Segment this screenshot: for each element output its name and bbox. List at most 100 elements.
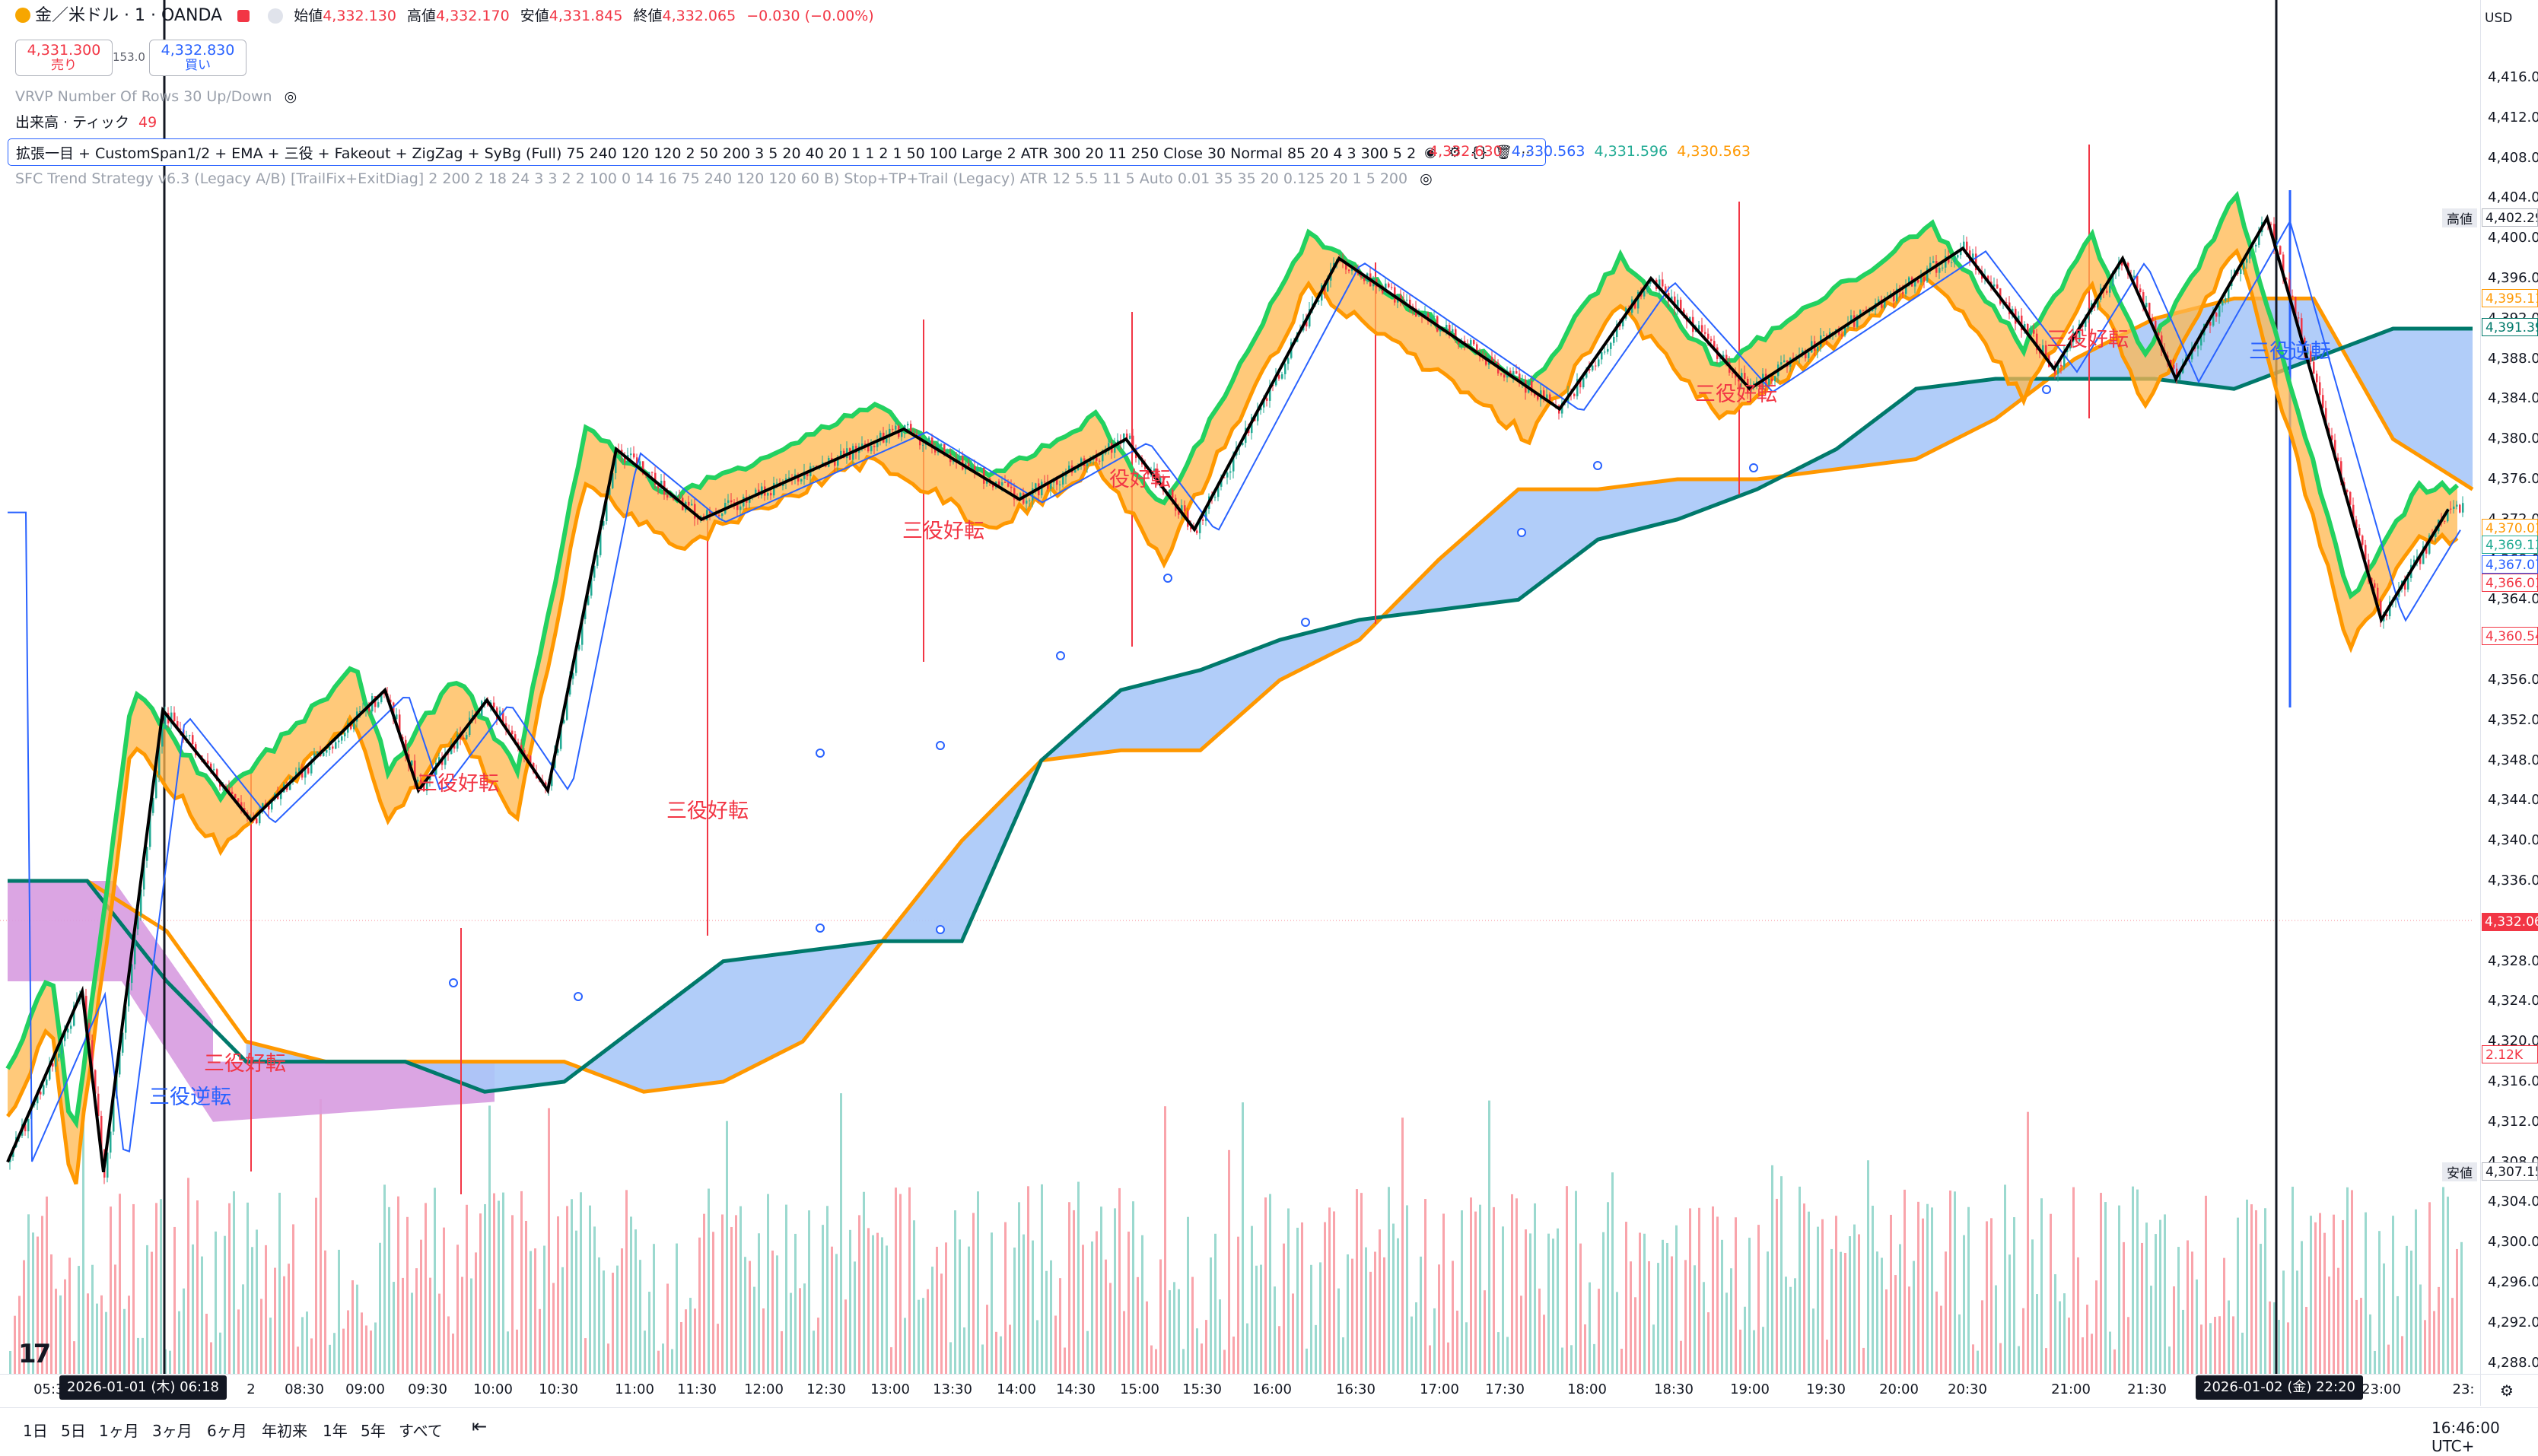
volume-bar [835,1254,838,1374]
volume-bar [233,1191,235,1374]
indicator-controls: ◉ ⚙ {} 🗑 ⋯ [1420,144,1538,161]
range-6m[interactable]: 6ヶ月 [207,1422,247,1440]
range-1m[interactable]: 1ヶ月 [99,1422,139,1440]
chart-area[interactable] [0,0,2480,1374]
volume-bar [27,1214,30,1374]
volume-bar [2401,1336,2403,1374]
marker-circle [2042,385,2051,394]
indicator-legend[interactable]: 拡張一目 + CustomSpan1/2 + EMA + 三役 + Fakeou… [8,138,1547,166]
time-tick-label: 09:30 [408,1381,447,1397]
volume-bar [1904,1189,1906,1374]
volume-bar [23,1260,25,1374]
candle-body [1662,279,1664,287]
candle-body [1598,359,1600,367]
goto-date-icon[interactable]: ⇤ [472,1416,488,1437]
settings-icon[interactable]: ⚙ [1449,145,1461,161]
volume-bar [87,1293,89,1374]
tradingview-logo[interactable]: 17 [18,1339,51,1369]
volume-bar [1237,1236,1239,1374]
volume-bar [744,1257,746,1374]
price-chart[interactable] [0,0,2480,1374]
candle-body [910,424,912,433]
volume-bar [1666,1242,1668,1374]
volume-bar [1406,1205,1408,1374]
volume-bar [1137,1276,1139,1374]
candle-body [633,453,635,458]
range-5y[interactable]: 5年 [361,1422,386,1440]
buy-button[interactable]: 4,332.830 買い [149,40,246,76]
axis-settings-icon[interactable]: ⚙ [2500,1381,2514,1400]
volume-bar [1173,1282,1175,1374]
marker-circle [1301,618,1310,627]
volume-bar [1105,1259,1107,1374]
code-icon[interactable]: {} [1470,145,1488,161]
volume-legend[interactable]: 出来高 · ティック 49 [15,113,157,132]
candle-body [581,618,584,645]
volume-bar [739,1206,742,1374]
volume-bar [561,1267,564,1374]
candle-body [1047,482,1049,489]
candle-body [113,1098,115,1132]
eye-icon[interactable]: ◉ [1424,145,1437,161]
volume-bar [283,1276,285,1374]
clock-label[interactable]: 16:46:00 UTC+ [2431,1419,2500,1455]
candle-body [1269,385,1271,401]
candle-body [1741,373,1743,382]
volume-bar [1570,1345,1573,1374]
symbol-title[interactable]: 金／米ドル · 1 · OANDA [35,6,223,25]
more-icon[interactable]: ⋯ [1521,145,1535,161]
volume-bar [1082,1245,1084,1374]
candle-body [800,478,803,482]
candle-body [1689,316,1691,322]
volume-bar [1977,1350,1979,1374]
volume-bar [466,1204,468,1374]
range-3m[interactable]: 3ヶ月 [152,1422,192,1440]
strategy-legend[interactable]: SFC Trend Strategy v6.3 (Legacy A/B) [Tr… [15,169,1433,189]
volume-bar [196,1200,199,1374]
trash-icon[interactable]: 🗑 [1494,145,1512,161]
candle-body [438,757,440,763]
candle-body [344,733,346,737]
range-all[interactable]: すべて [399,1422,443,1440]
volume-bar [840,1093,842,1374]
time-tick-label: 11:30 [677,1381,717,1397]
candle-body [901,431,903,437]
volume-bar [1830,1248,1833,1374]
volume-bar [1401,1117,1404,1374]
range-ytd[interactable]: 年初来 [262,1422,307,1440]
volume-bar [1292,1293,1294,1374]
marker-circle [449,978,458,987]
eye-off-icon[interactable]: ◎ [1420,170,1433,187]
candle-body [1147,469,1150,475]
volume-bar [2369,1314,2371,1374]
candle-body [1522,380,1524,382]
volume-bar [1018,1202,1020,1374]
range-5d[interactable]: 5日 [61,1422,86,1440]
volume-bar [1780,1176,1783,1374]
collapse-icon[interactable] [268,8,284,24]
candle-body [2447,508,2449,522]
volume-bar [1009,1324,1011,1374]
volume-bar [68,1257,71,1374]
vrvp-legend[interactable]: VRVP Number Of Rows 30 Up/Down ◎ [15,87,297,106]
eye-off-icon[interactable]: ◎ [284,88,297,105]
candle-body [1920,276,1923,283]
volume-bar [1306,1348,1308,1374]
sell-button[interactable]: 4,331.300 売り [15,40,113,76]
time-tick-label: 23:00 [2361,1381,2401,1397]
candle-body [259,812,261,824]
volume-bar [1894,1275,1897,1374]
volume-bar [1264,1197,1267,1374]
volume-bar [251,1247,253,1374]
currency-label[interactable]: USD [2485,11,2513,26]
candle-body [630,453,632,456]
range-1d[interactable]: 1日 [23,1422,48,1440]
volume-bar [1036,1320,1038,1374]
volume-bar [794,1233,797,1374]
volume-bar [1109,1283,1112,1374]
volume-bar [991,1232,993,1374]
range-1y[interactable]: 1年 [323,1422,348,1440]
candle-body [271,799,273,810]
volume-bar [2077,1257,2079,1374]
time-tick-label: 23: [2452,1381,2475,1397]
